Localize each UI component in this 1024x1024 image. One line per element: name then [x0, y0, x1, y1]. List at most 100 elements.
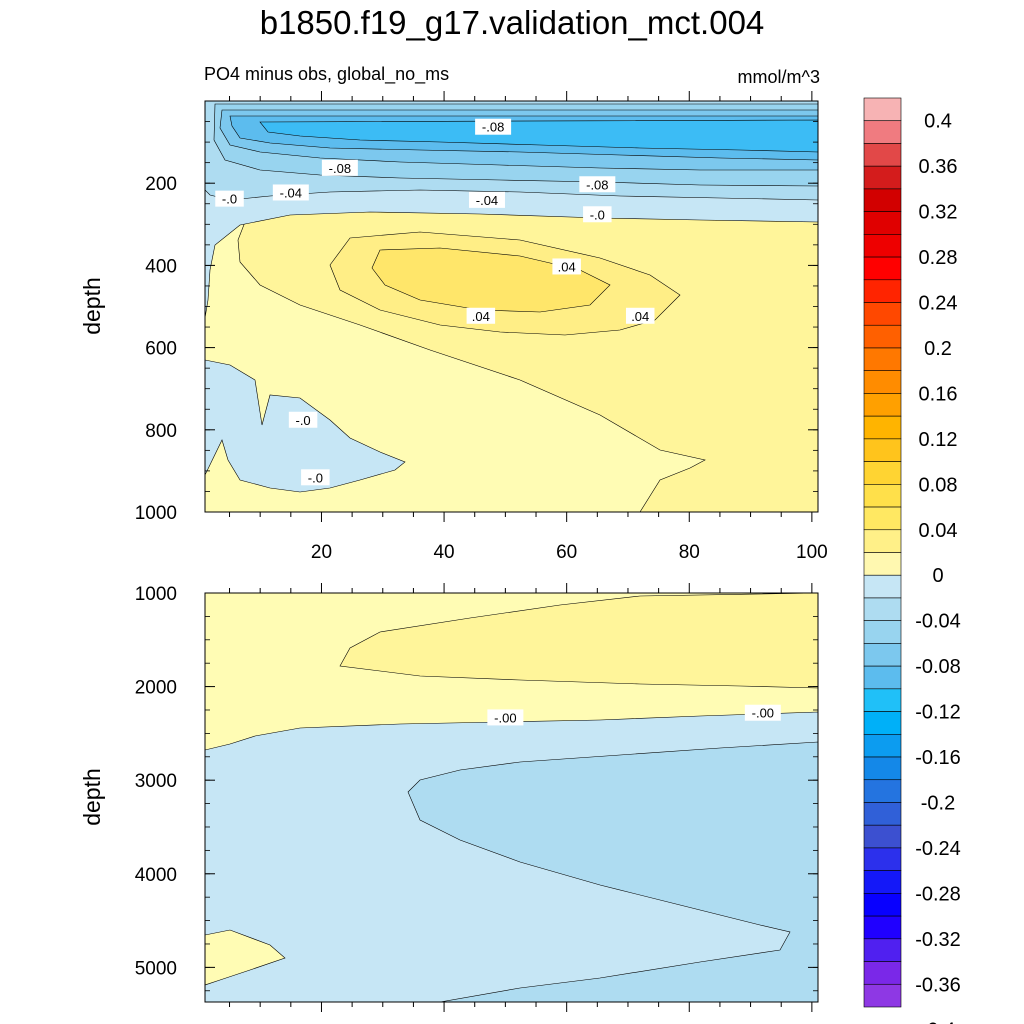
- x-tick-label: 20: [311, 542, 332, 563]
- y-tick-label: 5000: [135, 958, 177, 979]
- colorbar-label: 0.12: [919, 429, 958, 451]
- y-tick-label: 200: [145, 174, 177, 195]
- y-tick-label: 1000: [135, 584, 177, 605]
- colorbar-cell: [863, 552, 902, 576]
- colorbar-label: -0.08: [915, 656, 961, 678]
- lower-fill-yellow-bottom-left: [205, 929, 286, 986]
- lower-fill-yellow: [339, 593, 818, 689]
- lower-panel: 1000 2000 3000 4000 5000 -.00 -.00 depth: [79, 583, 819, 1012]
- colorbar-cell: [863, 279, 902, 303]
- colorbar-cell: [863, 643, 902, 667]
- contour-label: -.00: [487, 709, 524, 726]
- colorbar-cell: [863, 370, 902, 394]
- colorbar-cell: [863, 574, 902, 599]
- colorbar-cell: [863, 893, 902, 917]
- upper-y-ticks: 200 400 600 800 1000: [135, 100, 818, 524]
- contour-label: .04: [625, 307, 655, 324]
- contour-label: -.0: [583, 206, 612, 223]
- colorbar: 0.4 0.36 0.32 0.28 0.24 0.2 0.16 0.12 0.08 0.04 0 -…: [863, 97, 961, 1024]
- contour-label: -.08: [321, 159, 358, 176]
- colorbar-label: -0.36: [915, 974, 961, 996]
- y-tick-label: 1000: [135, 503, 177, 524]
- colorbar-cell: [863, 506, 902, 531]
- lower-fill-blue-2: [407, 741, 818, 1002]
- lower-y-axis-label: depth: [79, 768, 105, 826]
- lower-contour-labels: -.00 -.00: [487, 704, 781, 726]
- contour-label: -.00: [744, 704, 781, 721]
- svg-text:-.0: -.0: [222, 192, 237, 207]
- colorbar-label: 0.36: [919, 156, 958, 178]
- colorbar-cell: [863, 756, 902, 781]
- x-tick-label: 40: [433, 542, 454, 563]
- upper-contour-fills: [205, 101, 818, 512]
- colorbar-cell: [863, 234, 902, 258]
- chart-title: b1850.f19_g17.validation_mct.004: [260, 4, 765, 41]
- colorbar-label: 0.04: [919, 520, 958, 542]
- colorbar-cell: [863, 347, 902, 372]
- colorbar-cell: [863, 870, 902, 894]
- y-tick-label: 4000: [135, 865, 177, 886]
- colorbar-cell: [863, 165, 902, 190]
- contour-label: -.08: [579, 176, 616, 193]
- contour-label: -.0: [288, 411, 318, 428]
- contour-label: -.0: [301, 469, 330, 486]
- colorbar-label: -0.12: [915, 702, 961, 724]
- colorbar-cell: [863, 802, 902, 826]
- lower-y-ticks: 1000 2000 3000 4000 5000: [135, 584, 818, 992]
- lower-x-ticks: [229, 583, 813, 1012]
- y-tick-label: 600: [145, 339, 177, 360]
- y-tick-label: 800: [145, 421, 177, 442]
- colorbar-cell: [863, 143, 902, 167]
- upper-x-ticks: 20 40 60 80 100: [229, 91, 828, 563]
- x-tick-label: 60: [556, 542, 577, 563]
- colorbar-label: -0.4: [921, 1020, 955, 1024]
- colorbar-cell: [863, 211, 902, 235]
- colorbar-cell: [863, 688, 902, 712]
- colorbar-labels: 0.4 0.36 0.32 0.28 0.24 0.2 0.16 0.12 0.08 0.04 0 -…: [915, 111, 961, 1024]
- svg-text:-.04: -.04: [280, 185, 302, 200]
- colorbar-cell: [863, 529, 902, 553]
- upper-fill-yellow-3: [371, 247, 611, 313]
- svg-text:.04: .04: [558, 259, 576, 274]
- chart-subtitle-left: PO4 minus obs, global_no_ms: [204, 64, 449, 85]
- upper-y-axis-label: depth: [79, 277, 105, 335]
- colorbar-label: -0.28: [915, 883, 961, 905]
- y-tick-label: 400: [145, 256, 177, 277]
- colorbar-cell: [863, 983, 902, 1008]
- upper-fill-blue-6: [259, 119, 818, 153]
- colorbar-cell: [863, 733, 902, 758]
- colorbar-label: 0.16: [919, 383, 958, 405]
- contour-label: -.08: [475, 118, 512, 135]
- colorbar-label: -0.24: [915, 838, 961, 860]
- lower-contour-fills: [205, 593, 818, 1002]
- svg-text:-.08: -.08: [482, 120, 504, 135]
- colorbar-cell: [863, 597, 902, 621]
- colorbar-cell: [863, 393, 902, 417]
- svg-text:.04: .04: [472, 309, 490, 324]
- svg-text:-.00: -.00: [494, 710, 516, 725]
- colorbar-cells: [863, 97, 902, 1008]
- colorbar-cell: [863, 324, 902, 349]
- svg-text:-.08: -.08: [586, 177, 608, 192]
- colorbar-cell: [863, 438, 902, 462]
- x-tick-label: 100: [796, 542, 828, 563]
- contour-label: .04: [552, 258, 581, 275]
- colorbar-cell: [863, 620, 902, 644]
- svg-text:.04: .04: [631, 309, 649, 324]
- colorbar-cell: [863, 256, 902, 281]
- svg-text:-.0: -.0: [590, 207, 605, 222]
- colorbar-cell: [863, 915, 902, 940]
- colorbar-label: -0.32: [915, 929, 961, 951]
- chart-subtitle-units: mmol/m^3: [738, 67, 820, 87]
- colorbar-cell: [863, 415, 902, 440]
- colorbar-cell: [863, 961, 902, 985]
- colorbar-label: -0.16: [915, 747, 961, 769]
- colorbar-cell: [863, 824, 902, 849]
- colorbar-cell: [863, 120, 902, 144]
- svg-text:-.08: -.08: [329, 161, 351, 176]
- contour-label: .04: [466, 307, 496, 324]
- contour-label: -.04: [272, 184, 309, 201]
- colorbar-cell: [863, 779, 902, 803]
